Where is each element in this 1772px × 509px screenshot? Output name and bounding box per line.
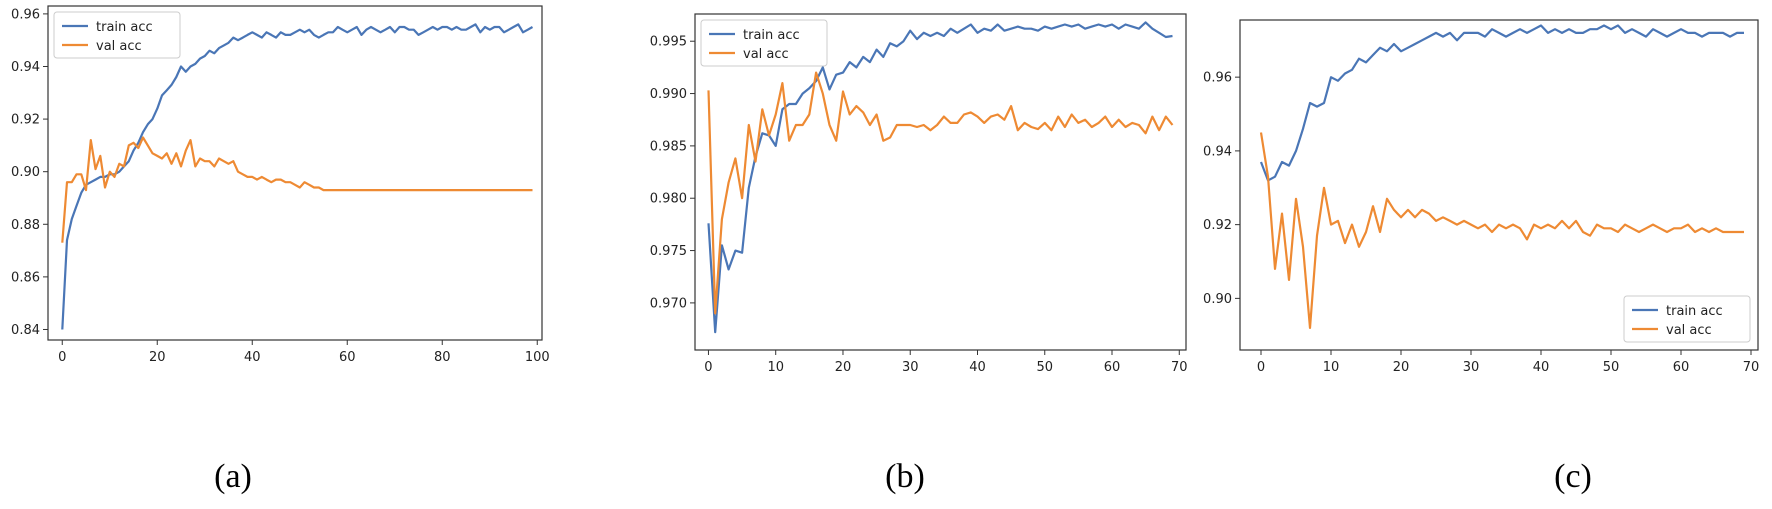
chart-panel-b: 0 10 20 30 40 50 60 70 0.970 0.975 0.980 0.985 0.990…: [650, 13, 1188, 375]
x-tick-label: 50: [1603, 360, 1620, 375]
legend-box: [1623, 295, 1751, 343]
y-tick-label: 0.985: [650, 139, 687, 154]
series-line-val: [61, 136, 533, 243]
y-tick-label: 0.90: [1203, 292, 1232, 307]
y-tick-label: 0.94: [11, 60, 40, 75]
plot-frame: [47, 5, 543, 341]
series-line-train: [707, 21, 1173, 334]
series-line-train: [1259, 24, 1744, 182]
x-tick-label: 70: [1743, 360, 1760, 375]
x-tick-label: 10: [1323, 360, 1340, 375]
legend-label-train: train acc: [743, 28, 800, 43]
legend-box: [700, 19, 828, 67]
plot-frame: [694, 13, 1187, 351]
x-tick-label: 70: [1171, 360, 1188, 375]
y-tick-label: 0.96: [11, 7, 40, 22]
y-tick-label: 0.975: [650, 244, 687, 259]
y-tick-label: 0.92: [11, 113, 40, 128]
x-tick-label: 60: [339, 350, 356, 365]
y-tick-label: 0.96: [1203, 71, 1232, 86]
x-tick-label: 30: [902, 360, 919, 375]
legend-label-train: train acc: [1666, 304, 1723, 319]
legend-label-val: val acc: [96, 39, 142, 54]
caption-a: (a): [214, 458, 252, 495]
y-tick-label: 0.980: [650, 192, 687, 207]
x-tick-label: 60: [1104, 360, 1121, 375]
x-tick-label: 10: [767, 360, 784, 375]
y-tick-label: 0.90: [11, 165, 40, 180]
legend-label-val: val acc: [743, 47, 789, 62]
plot-frame: [1239, 19, 1759, 351]
caption-b: (b): [885, 458, 925, 495]
x-tick-label: 40: [969, 360, 986, 375]
y-tick-label: 0.88: [11, 218, 40, 233]
y-tick-label: 0.86: [11, 270, 40, 285]
legend-label-train: train acc: [96, 20, 153, 35]
x-tick-label: 40: [1533, 360, 1550, 375]
y-tick-label: 0.84: [11, 323, 40, 338]
x-tick-label: 80: [434, 350, 451, 365]
x-tick-label: 30: [1463, 360, 1480, 375]
series-line-train: [61, 23, 534, 330]
y-tick-label: 0.92: [1203, 218, 1232, 233]
legend-box: [53, 11, 181, 59]
caption-c: (c): [1554, 458, 1592, 495]
y-tick-label: 0.990: [650, 87, 687, 102]
series-line-val: [707, 71, 1174, 315]
x-tick-label: 40: [244, 350, 261, 365]
x-tick-label: 100: [525, 350, 550, 365]
chart-panel-c: 0 10 20 30 40 50 60 70 0.90 0.92 0.94 0.96 train acc…: [1203, 19, 1760, 375]
legend-label-val: val acc: [1666, 323, 1712, 338]
y-tick-label: 0.94: [1203, 144, 1232, 159]
x-tick-label: 20: [149, 350, 166, 365]
y-tick-label: 0.970: [650, 296, 687, 311]
x-tick-label: 0: [1257, 360, 1265, 375]
x-tick-label: 60: [1673, 360, 1690, 375]
x-tick-label: 0: [704, 360, 712, 375]
chart-panel-a: 0 20 40 60 80 100 0.84 0.86 0.88 0.90 0.92 0.94 0.96…: [11, 5, 550, 365]
y-tick-label: 0.995: [650, 35, 687, 50]
series-line-val: [1259, 132, 1744, 329]
x-tick-label: 20: [1393, 360, 1410, 375]
x-tick-label: 50: [1036, 360, 1053, 375]
x-tick-label: 20: [835, 360, 852, 375]
x-tick-label: 0: [58, 350, 66, 365]
